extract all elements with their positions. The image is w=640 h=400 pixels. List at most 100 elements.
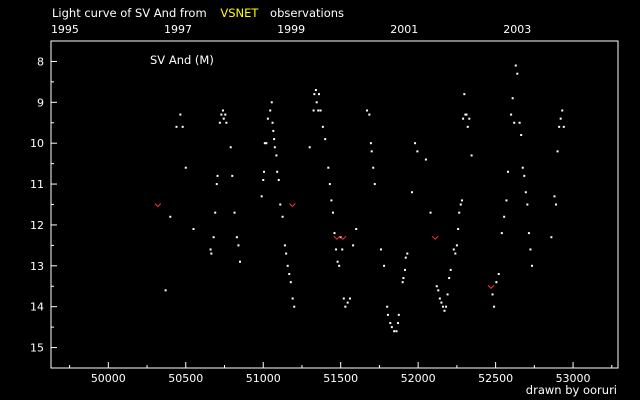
data-point [458,211,461,214]
y-tick-label: 10 [30,137,44,150]
data-point [271,121,274,124]
upper-limit-point [289,203,296,208]
data-point [454,252,457,255]
data-point [276,170,279,173]
data-point [457,228,460,231]
upper-limit-point [333,235,341,240]
data-point [513,121,516,124]
data-point [341,248,344,251]
data-point [263,142,266,145]
data-point [279,203,282,206]
data-point [452,248,455,251]
data-point [516,72,519,75]
data-point [435,285,438,288]
top-year-label: 1997 [164,23,192,36]
data-point [285,252,288,255]
data-point [507,170,510,173]
data-point [229,146,232,149]
data-point [269,109,272,112]
data-point [445,305,448,308]
data-point [265,142,268,145]
data-point [369,142,372,145]
data-point [338,264,341,267]
data-point [324,138,327,141]
y-tick-label: 11 [30,178,44,191]
y-tick-label: 15 [30,342,44,355]
data-point [460,199,463,202]
data-point [386,313,389,316]
data-point [212,236,215,239]
data-point [514,64,517,67]
data-point [438,297,441,300]
data-point [336,260,339,263]
data-point [397,313,400,316]
x-tick-label: 52500 [478,372,513,385]
x-tick-label: 53000 [556,372,591,385]
data-point [491,293,494,296]
data-point [331,211,334,214]
data-point [531,264,534,267]
data-point [521,166,524,169]
data-point [395,330,398,333]
x-tick-label: 51500 [323,372,358,385]
data-point [263,170,266,173]
data-point [281,215,284,218]
top-year-label: 2003 [503,23,531,36]
data-point [402,277,405,280]
data-point [289,281,292,284]
data-point [523,174,526,177]
data-point [221,109,224,112]
data-point [209,248,212,251]
data-point [346,301,349,304]
y-tick-label: 12 [30,219,44,232]
data-point [335,248,338,251]
data-point [272,129,275,132]
y-tick-label: 13 [30,260,44,273]
x-tick-label: 52000 [401,372,436,385]
data-point [283,244,286,247]
data-point [308,146,311,149]
data-point [181,125,184,128]
data-point [348,297,351,300]
data-point [372,166,375,169]
y-tick-label: 9 [37,96,44,109]
data-points [154,64,565,333]
x-tick-label: 50000 [91,372,126,385]
data-point [503,215,506,218]
data-point [505,199,508,202]
data-point [386,305,389,308]
data-point [553,195,556,198]
data-point [527,232,530,235]
data-point [510,113,513,116]
x-tick-label: 50500 [168,372,203,385]
data-point [214,211,217,214]
data-point [330,199,333,202]
data-point [373,183,376,186]
data-point [277,178,280,181]
data-point [383,264,386,267]
data-point [390,326,393,329]
data-point [511,97,514,100]
upper-limit-point [431,235,439,240]
data-point [406,252,409,255]
data-point [397,322,400,325]
top-year-label: 2001 [390,23,418,36]
data-point [379,248,382,251]
data-point [286,264,289,267]
data-point [192,228,195,231]
data-point [558,125,561,128]
data-point [441,305,444,308]
data-point [462,117,465,120]
data-point [328,183,331,186]
data-point [424,158,427,161]
data-point [410,191,413,194]
data-point [429,211,432,214]
data-point [561,109,564,112]
data-point [270,101,273,104]
data-point [495,281,498,284]
data-point [239,260,241,263]
data-point [312,109,315,112]
data-point [389,322,392,325]
data-point [401,281,404,284]
